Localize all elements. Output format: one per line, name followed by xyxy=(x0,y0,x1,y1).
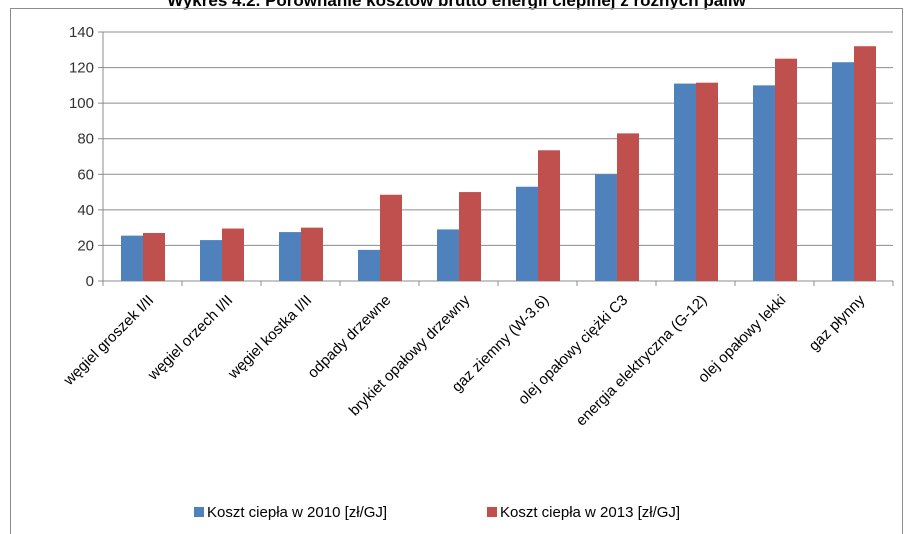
bar-2013 xyxy=(538,150,560,281)
bar-2013 xyxy=(775,58,797,281)
y-tick-label: 20 xyxy=(77,237,94,254)
bar-2010 xyxy=(516,186,538,281)
bar-2010 xyxy=(437,229,459,281)
legend-swatch-2013 xyxy=(487,507,497,517)
bar-2010 xyxy=(832,62,854,281)
category-label: odpady drzewne xyxy=(304,292,394,382)
category-label: gaz płynny xyxy=(806,291,869,354)
legend-label-2010: Koszt ciepła w 2010 [zł/GJ] xyxy=(207,504,387,521)
bar-2013 xyxy=(143,232,165,281)
category-label: energia elektryczna (G-12) xyxy=(573,292,711,430)
bar-2010 xyxy=(279,232,301,281)
y-tick-label: 60 xyxy=(77,166,94,183)
y-tick-label: 40 xyxy=(77,202,94,219)
bar-2013 xyxy=(459,192,481,281)
bar-2013 xyxy=(301,227,323,281)
category-label: węgiel kostka I/II xyxy=(224,292,315,383)
category-label: olej opałowy lekki xyxy=(695,292,790,387)
bar-2010 xyxy=(595,174,617,281)
legend: Koszt ciepła w 2010 [zł/GJ] Koszt ciepła… xyxy=(194,504,680,521)
bar-2013 xyxy=(380,194,402,281)
category-label: węgiel groszek I/II xyxy=(60,292,158,390)
chart-title: Wykres 4.2. Porównanie kosztów brutto en… xyxy=(167,0,746,10)
bar-2013 xyxy=(617,133,639,281)
legend-swatch-2010 xyxy=(194,507,204,517)
y-tick-label: 0 xyxy=(86,273,94,290)
bars xyxy=(121,46,876,281)
category-label: węgiel orzech I/II xyxy=(144,292,236,384)
bar-2010 xyxy=(358,249,380,281)
bar-2010 xyxy=(200,240,222,281)
bar-2010 xyxy=(753,85,775,281)
chart-area xyxy=(10,8,903,534)
bar-2013 xyxy=(222,228,244,281)
legend-label-2013: Koszt ciepła w 2013 [zł/GJ] xyxy=(500,504,680,521)
y-tick-label: 80 xyxy=(77,131,94,148)
y-tick-label: 100 xyxy=(69,95,94,112)
bar-2010 xyxy=(121,235,143,281)
bar-2013 xyxy=(854,46,876,281)
y-tick-label: 120 xyxy=(69,60,94,77)
y-tick-label: 140 xyxy=(69,24,94,41)
bar-2013 xyxy=(696,82,718,281)
bar-2010 xyxy=(674,83,696,281)
y-tick-labels: 0 20 40 60 80 100 120 140 xyxy=(69,24,94,290)
